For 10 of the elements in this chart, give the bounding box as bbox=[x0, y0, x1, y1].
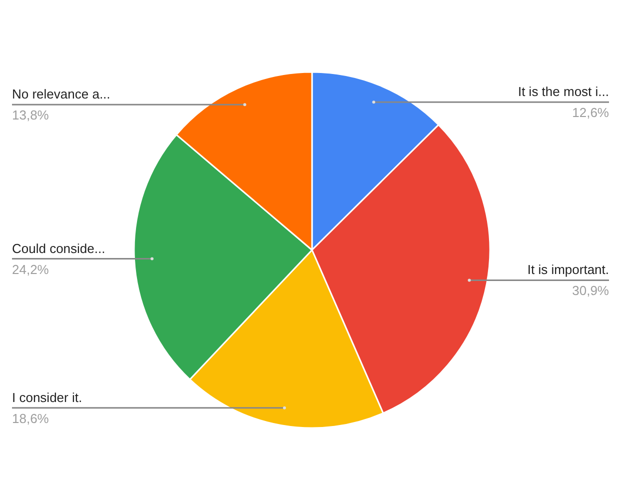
data-label: 18,6% bbox=[12, 410, 50, 426]
slice-label: Could conside... bbox=[12, 240, 106, 256]
data-label: 24,2% bbox=[12, 262, 50, 277]
data-label: 30,9% bbox=[572, 283, 610, 298]
data-label: 13,8% bbox=[12, 108, 50, 123]
slice-label: It is the most i... bbox=[518, 84, 609, 100]
data-label: 12,6% bbox=[572, 105, 610, 120]
slice-label: I consider it. bbox=[12, 390, 82, 405]
slice-label: It is important. bbox=[527, 262, 609, 278]
slice-label: No relevance a... bbox=[12, 86, 110, 102]
